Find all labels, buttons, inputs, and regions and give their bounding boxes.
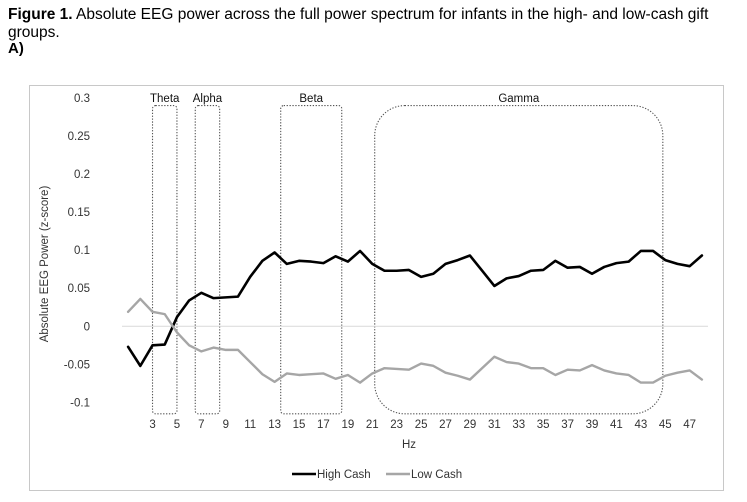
series-line-low-cash (126, 297, 704, 384)
y-tick-label: 0 (84, 321, 90, 333)
x-tick-label: 9 (223, 419, 229, 431)
x-tick-label: 19 (341, 419, 354, 431)
x-tick-label: 21 (366, 419, 379, 431)
y-tick-label: 0.05 (68, 283, 90, 295)
y-tick-label: 0.15 (68, 207, 90, 219)
x-tick-label: 3 (149, 419, 155, 431)
legend: High Cash Low Cash (292, 469, 462, 481)
band-box-beta (280, 105, 343, 415)
x-tick-label: 41 (610, 419, 623, 431)
figure-caption-label: Figure 1. (8, 6, 73, 23)
x-tick-label: 5 (174, 419, 180, 431)
series-lines (126, 249, 704, 384)
x-tick-label: 15 (293, 419, 306, 431)
chart-frame (29, 85, 724, 491)
band-box-gamma (374, 105, 664, 415)
x-tick-label: 7 (198, 419, 204, 431)
x-tick-label: 23 (390, 419, 403, 431)
y-tick-label: -0.1 (70, 397, 90, 409)
x-axis-label: Hz (402, 439, 416, 451)
legend-label: Low Cash (411, 469, 462, 481)
y-tick-label: 0.25 (68, 131, 90, 143)
x-tick-label: 39 (586, 419, 599, 431)
x-tick-label: 31 (488, 419, 501, 431)
band-label-gamma: Gamma (498, 93, 540, 105)
frequency-bands: Theta Alpha Beta Gamma (150, 93, 664, 415)
figure-caption-text: Absolute EEG power across the full power… (8, 6, 709, 41)
y-tick-label: 0.3 (74, 93, 90, 105)
x-tick-label: 29 (464, 419, 477, 431)
x-tick-label: 17 (317, 419, 330, 431)
x-tick-label: 35 (537, 419, 550, 431)
panel-label: A) (8, 40, 24, 57)
y-tick-label: 0.2 (74, 169, 90, 181)
band-label-alpha: Alpha (193, 93, 223, 105)
figure-caption: Figure 1. Absolute EEG power across the … (8, 6, 743, 42)
band-box-alpha (194, 105, 221, 415)
legend-label: High Cash (317, 469, 371, 481)
band-box-theta (151, 105, 178, 415)
x-tick-label: 37 (561, 419, 574, 431)
x-tick-label: 33 (512, 419, 525, 431)
x-tick-label: 13 (268, 419, 281, 431)
y-axis-ticks: -0.1 -0.05 0 0.05 0.1 0.15 0.2 0.25 0.3 (64, 93, 90, 409)
x-tick-label: 11 (244, 419, 256, 431)
y-axis-label: Absolute EEG Power (z-score) (39, 186, 51, 343)
y-tick-label: 0.1 (74, 245, 90, 257)
x-axis-ticks: 3 5 7 9 11 13 15 17 19 21 23 25 27 29 31 33 35 37 39 41 43 45… (149, 419, 696, 431)
x-tick-label: 25 (415, 419, 428, 431)
x-tick-label: 43 (634, 419, 647, 431)
band-label-beta: Beta (299, 93, 323, 105)
y-tick-label: -0.05 (64, 359, 90, 371)
series-line-high-cash (126, 249, 704, 368)
band-label-theta: Theta (150, 93, 180, 105)
x-tick-label: 47 (683, 419, 696, 431)
x-tick-label: 45 (659, 419, 672, 431)
x-tick-label: 27 (439, 419, 452, 431)
